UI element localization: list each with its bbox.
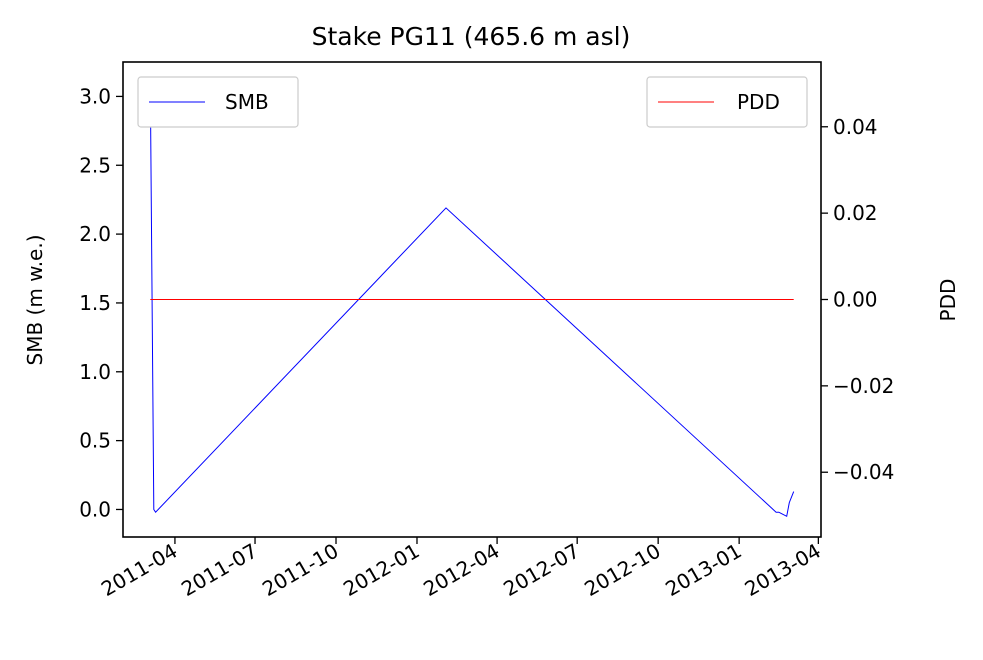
legend-smb-label: SMB xyxy=(225,90,269,114)
x-tick-label: 2012-07 xyxy=(499,539,583,602)
y2-tick-label: 0.04 xyxy=(833,115,878,139)
legend-smb: SMB xyxy=(137,76,299,128)
x-axis: 2011-042011-072011-102012-012012-042012-… xyxy=(97,537,825,601)
y-tick-label: 3.0 xyxy=(79,84,111,108)
legend-pdd-frame xyxy=(646,76,808,128)
y2-tick-label: 0.02 xyxy=(833,201,878,225)
y-tick-label: 0.5 xyxy=(79,429,111,453)
x-tick-label: 2012-04 xyxy=(419,539,503,602)
y-axis-left: 0.0 0.5 1.0 1.5 2.0 2.5 3.0 xyxy=(79,84,123,521)
x-tick-label: 2012-10 xyxy=(580,539,664,602)
plot-area: 0.0 0.5 1.0 1.5 2.0 2.5 3.0 0.04 0.02 0.00 −0.02 −… xyxy=(79,61,894,601)
y-tick-label: 0.0 xyxy=(79,497,111,521)
y-axis-right: 0.04 0.02 0.00 −0.02 −0.04 xyxy=(821,115,894,484)
y-axis-label: SMB (m w.e.) xyxy=(23,234,47,365)
x-tick-label: 2011-10 xyxy=(258,539,342,602)
x-tick-label: 2013-04 xyxy=(740,539,824,602)
y-tick-label: 2.0 xyxy=(79,222,111,246)
y2-tick-label: −0.04 xyxy=(833,460,894,484)
series-layer xyxy=(149,82,795,518)
x-tick-label: 2011-04 xyxy=(97,539,181,602)
y2-tick-label: −0.02 xyxy=(833,374,894,398)
legend-pdd: PDD xyxy=(646,76,808,128)
x-tick-label: 2011-07 xyxy=(177,539,261,602)
x-tick-label: 2013-01 xyxy=(661,539,745,602)
y-tick-label: 1.5 xyxy=(79,291,111,315)
series-line-smb xyxy=(149,82,795,518)
legend-smb-frame xyxy=(137,76,299,128)
y2-axis-label: PDD xyxy=(936,279,960,322)
y2-tick-label: 0.00 xyxy=(833,288,878,312)
y-tick-label: 2.5 xyxy=(79,153,111,177)
x-tick-label: 2012-01 xyxy=(339,539,423,602)
chart-title: Stake PG11 (465.6 m asl) xyxy=(312,22,631,51)
legend-pdd-label: PDD xyxy=(737,90,780,114)
y-tick-label: 1.0 xyxy=(79,360,111,384)
